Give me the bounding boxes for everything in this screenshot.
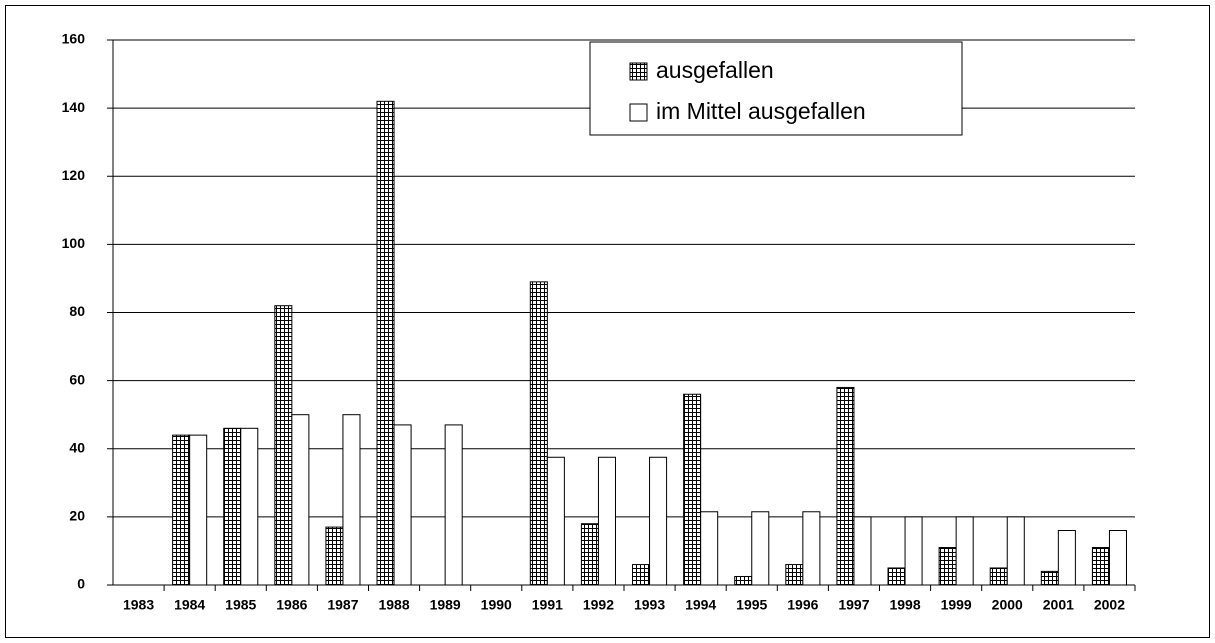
bar: [904, 516, 923, 586]
bar: [853, 516, 872, 586]
x-tick-label: 1993: [634, 597, 665, 613]
x-tick-label: 1997: [838, 597, 869, 613]
x-tick-label: 1996: [787, 597, 818, 613]
bar: [836, 386, 855, 586]
bar: [189, 434, 208, 586]
y-tick-label: 80: [69, 303, 85, 319]
bar: [785, 564, 804, 586]
bar: [223, 427, 242, 586]
x-tick-label: 1984: [174, 597, 205, 613]
x-tick-label: 1985: [225, 597, 256, 613]
frame: [5, 5, 1210, 638]
bar: [938, 547, 957, 586]
bar: [376, 100, 395, 586]
bar: [1006, 516, 1025, 586]
bar: [955, 516, 974, 586]
bar: [734, 575, 753, 586]
bar: [274, 305, 293, 586]
legend-label: im Mittel ausgefallen: [656, 98, 866, 124]
bar: [546, 456, 565, 586]
x-tick-label: 1983: [123, 597, 154, 613]
bar: [1091, 547, 1110, 586]
bar: [683, 393, 702, 586]
legend-box: [589, 41, 963, 136]
y-tick-label: 100: [62, 235, 86, 251]
bar: [632, 564, 651, 586]
bar: [240, 427, 259, 586]
x-tick-label: 1999: [941, 597, 972, 613]
x-tick-label: 1990: [481, 597, 512, 613]
y-tick-label: 60: [69, 371, 85, 387]
x-tick-label: 1986: [276, 597, 307, 613]
x-tick-label: 1987: [327, 597, 358, 613]
bar: [172, 434, 191, 586]
bar: [580, 523, 599, 586]
bar: [989, 567, 1008, 586]
legend-label: ausgefallen: [656, 57, 774, 83]
bar: [291, 414, 310, 586]
legend-swatch: [629, 62, 648, 81]
bar: [342, 414, 361, 586]
bar: [649, 456, 668, 586]
x-tick-label: 1988: [378, 597, 409, 613]
x-tick-label: 2002: [1094, 597, 1125, 613]
bar: [393, 424, 412, 586]
bar: [597, 456, 616, 586]
x-tick-label: 1998: [889, 597, 920, 613]
bar: [1108, 530, 1127, 586]
bar: [444, 424, 463, 586]
bar: [1040, 570, 1059, 586]
x-tick-label: 2000: [992, 597, 1023, 613]
bar: [325, 526, 344, 586]
bar: [802, 511, 821, 586]
x-tick-label: 1994: [685, 597, 716, 613]
x-tick-label: 1989: [430, 597, 461, 613]
x-tick-label: 1991: [532, 597, 563, 613]
bar: [751, 511, 770, 586]
legend-swatch: [629, 103, 648, 122]
y-tick-label: 160: [62, 31, 86, 47]
y-tick-label: 20: [69, 508, 85, 524]
bar: [529, 281, 548, 586]
bar: [1057, 530, 1076, 586]
y-tick-label: 40: [69, 439, 85, 455]
bar: [700, 511, 719, 586]
x-tick-label: 1992: [583, 597, 614, 613]
y-tick-label: 120: [62, 167, 86, 183]
x-tick-label: 1995: [736, 597, 767, 613]
y-tick-label: 0: [77, 576, 85, 592]
bar: [887, 567, 906, 586]
x-tick-label: 2001: [1043, 597, 1074, 613]
y-tick-label: 140: [62, 99, 86, 115]
